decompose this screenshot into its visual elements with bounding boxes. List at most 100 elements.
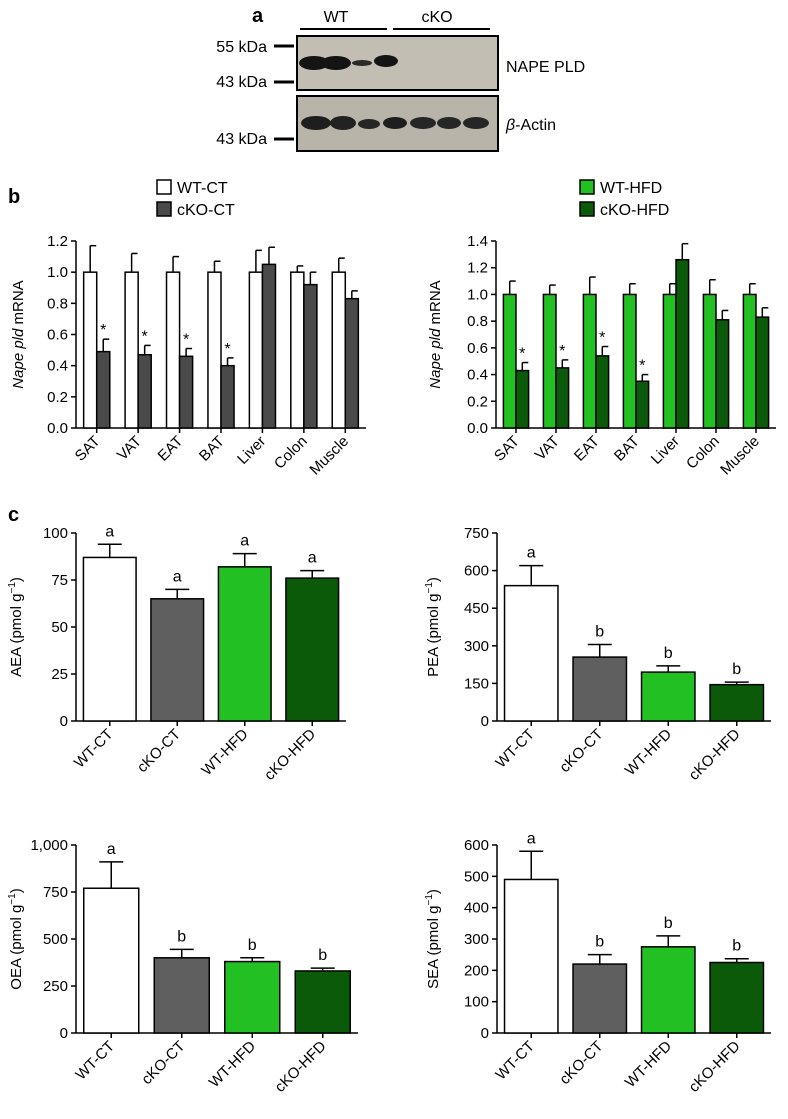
bar-WT-CT <box>248 271 264 429</box>
y-tick-label: 450 <box>464 600 489 617</box>
group-letter: b <box>595 934 604 951</box>
chart-c-OEA: 0 250 500 750 1,000 OEA (pmol g−1) a WT-CT b cKO-… <box>7 837 358 1096</box>
y-tick-label: 0.6 <box>47 327 68 344</box>
marker-label: 43 kDa <box>216 74 267 91</box>
charts: 0.0 0.2 0.4 0.6 0.8 1.0 1.2 Nape pld mRNA * SAT * V… <box>7 179 776 1096</box>
nape-pld-label: NAPE PLD <box>506 59 585 76</box>
bar-cKO-CT <box>572 963 628 1034</box>
group-letter: b <box>664 645 673 662</box>
group-letter: b <box>318 947 327 964</box>
significance-star: * <box>224 341 230 358</box>
legend-swatch <box>156 201 172 217</box>
y-axis-label: AEA (pmol g−1) <box>7 577 25 677</box>
y-tick-label: 1.4 <box>467 233 488 250</box>
bar-WT-CT <box>503 584 559 722</box>
x-tick-label: cKO-CT <box>556 726 606 776</box>
x-tick-label: Liver <box>234 433 269 468</box>
legend-label: cKO-HFD <box>600 202 669 219</box>
bar-WT-HFD <box>502 293 517 429</box>
significance-star: * <box>183 332 189 349</box>
y-tick-label: 0.8 <box>47 295 68 312</box>
y-tick-label: 0.0 <box>467 420 488 437</box>
bar-cKO-CT <box>303 283 318 429</box>
significance-star: * <box>519 346 525 363</box>
y-tick-label: 100 <box>464 994 489 1011</box>
bar-cKO-HFD <box>515 369 530 429</box>
bar-WT-HFD <box>662 293 677 429</box>
panel-letter-c: c <box>8 504 19 526</box>
legend-label: WT-CT <box>177 180 228 197</box>
bar-WT-CT <box>165 271 181 429</box>
chart-b-right: 0.0 0.2 0.4 0.6 0.8 1.0 1.2 1.4 Nape pld mRNA * SA… <box>427 179 776 479</box>
y-tick-label: 600 <box>464 563 489 580</box>
x-tick-label: BAT <box>196 433 228 465</box>
marker-label: 55 kDa <box>216 39 267 56</box>
beta-actin-label: β-Actin <box>505 117 556 134</box>
y-tick-label: 500 <box>43 931 68 948</box>
significance-star: * <box>559 343 565 360</box>
x-tick-label: WT-HFD <box>206 1038 259 1091</box>
bar-WT-HFD <box>224 960 281 1034</box>
bar-cKO-HFD <box>709 683 765 722</box>
y-tick-label: 600 <box>464 837 489 854</box>
y-tick-label: 0 <box>481 1025 489 1042</box>
y-tick-label: 0.4 <box>467 367 488 384</box>
x-tick-label: Liver <box>648 433 683 468</box>
x-tick-label: VAT <box>114 433 145 464</box>
x-tick-label: Muscle <box>717 433 763 479</box>
x-tick-label: cKO-CT <box>138 1038 188 1088</box>
x-tick-label: EAT <box>155 433 187 465</box>
x-tick-label: cKO-HFD <box>261 726 319 784</box>
group-letter: b <box>248 937 257 954</box>
actin-band <box>301 116 331 130</box>
western-blot: WT cKO 55 kDa 43 kDa 43 kDa NAPE PLD β-A… <box>216 9 585 152</box>
legend-swatch <box>579 201 595 217</box>
marker-label: 43 kDa <box>216 131 267 148</box>
x-tick-label: WT-CT <box>492 1038 538 1084</box>
y-tick-label: 750 <box>464 525 489 542</box>
actin-band <box>358 119 380 129</box>
y-tick-label: 0.0 <box>47 420 68 437</box>
y-tick-label: 400 <box>464 900 489 917</box>
y-tick-label: 50 <box>51 619 68 636</box>
bar-WT-HFD <box>640 671 696 722</box>
y-tick-label: 25 <box>51 666 68 683</box>
bar-WT-CT <box>82 556 137 722</box>
x-tick-label: Muscle <box>306 433 352 479</box>
legend-label: cKO-CT <box>177 202 235 219</box>
y-tick-label: 300 <box>464 931 489 948</box>
x-tick-label: WT-CT <box>72 1038 118 1084</box>
actin-band <box>463 117 489 129</box>
x-tick-label: VAT <box>532 433 563 464</box>
x-tick-label: WT-HFD <box>198 726 251 779</box>
bar-WT-CT <box>124 271 139 429</box>
y-axis-label: Nape pld mRNA <box>427 280 444 388</box>
y-tick-label: 0.4 <box>47 358 68 375</box>
bar-cKO-CT <box>344 297 360 429</box>
x-tick-label: WT-CT <box>71 726 117 772</box>
bar-cKO-HFD <box>294 970 351 1034</box>
significance-star: * <box>639 358 645 375</box>
x-tick-label: Colon <box>271 433 311 473</box>
group-letter: a <box>105 523 114 540</box>
bar-WT-CT <box>207 271 222 429</box>
y-tick-label: 1,000 <box>30 837 68 854</box>
y-tick-label: 1.2 <box>47 233 68 250</box>
y-axis-label: SEA (pmol g−1) <box>424 889 442 989</box>
actin-band <box>410 117 436 129</box>
group-letter: a <box>173 568 182 585</box>
nape-band <box>352 60 372 66</box>
nape-band <box>321 56 351 70</box>
cko-group-label: cKO <box>421 9 452 26</box>
bar-cKO-CT <box>572 656 628 722</box>
bar-cKO-CT <box>137 354 152 429</box>
y-tick-label: 300 <box>464 638 489 655</box>
chart-b-left: 0.0 0.2 0.4 0.6 0.8 1.0 1.2 Nape pld mRNA * SAT * V… <box>10 179 366 479</box>
legend-swatch <box>156 179 172 195</box>
significance-star: * <box>599 330 605 347</box>
x-tick-label: cKO-CT <box>134 726 184 776</box>
actin-band <box>383 117 407 129</box>
bar-cKO-CT <box>261 263 277 429</box>
x-tick-label: BAT <box>611 433 643 465</box>
bar-WT-HFD <box>742 293 757 429</box>
